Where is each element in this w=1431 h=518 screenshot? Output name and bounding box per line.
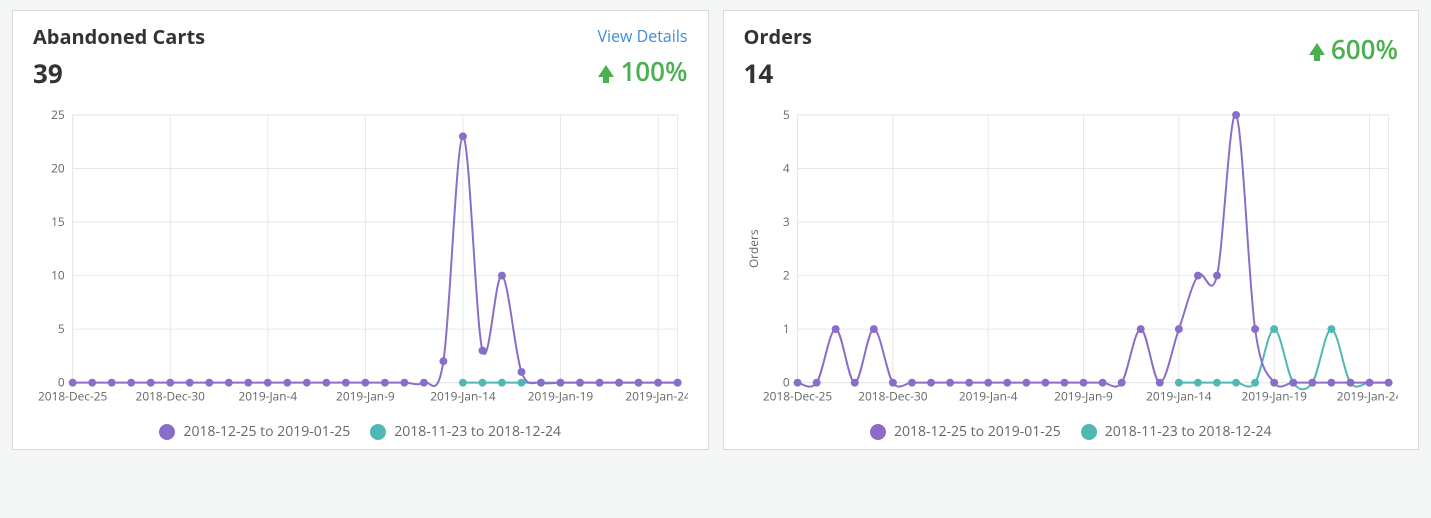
arrow-up-icon <box>598 65 614 77</box>
svg-text:5: 5 <box>58 321 65 337</box>
legend-dot-icon <box>159 424 175 440</box>
change-indicator: 100% <box>548 53 688 89</box>
arrow-up-icon <box>1309 43 1325 55</box>
svg-text:2018-Dec-25: 2018-Dec-25 <box>38 389 108 405</box>
svg-text:2019-Jan-14: 2019-Jan-14 <box>430 389 496 405</box>
svg-text:Orders: Orders <box>745 229 761 268</box>
svg-text:20: 20 <box>51 160 65 176</box>
legend-item: 2018-11-23 to 2018-12-24 <box>1081 422 1272 441</box>
legend: 2018-12-25 to 2019-01-25 2018-11-23 to 20… <box>744 422 1399 441</box>
change-indicator: 600% <box>1258 31 1398 67</box>
svg-text:10: 10 <box>51 268 65 284</box>
card-titleblock: Abandoned Carts 39 <box>33 25 548 91</box>
card-header: Abandoned Carts 39 View Details 100% <box>33 25 688 91</box>
chart: 0123452018-Dec-252018-Dec-302019-Jan-420… <box>744 105 1399 412</box>
card-orders: Orders14600%0123452018-Dec-252018-Dec-30… <box>723 10 1420 450</box>
legend-label: 2018-11-23 to 2018-12-24 <box>394 422 561 441</box>
legend-label: 2018-12-25 to 2019-01-25 <box>183 422 350 441</box>
legend-dot-icon <box>1081 424 1097 440</box>
legend-dot-icon <box>370 424 386 440</box>
svg-text:25: 25 <box>51 107 65 123</box>
svg-text:2019-Jan-9: 2019-Jan-9 <box>1054 389 1113 405</box>
svg-text:2019-Jan-19: 2019-Jan-19 <box>528 389 594 405</box>
card-titleblock: Orders 14 <box>744 25 1259 91</box>
legend-item: 2018-11-23 to 2018-12-24 <box>370 422 561 441</box>
legend-item: 2018-12-25 to 2019-01-25 <box>870 422 1061 441</box>
svg-text:4: 4 <box>782 160 789 176</box>
svg-text:1: 1 <box>782 321 789 337</box>
svg-text:2019-Jan-14: 2019-Jan-14 <box>1146 389 1212 405</box>
card-title: Orders <box>744 25 1259 49</box>
card-header: Orders 14 600% <box>744 25 1399 91</box>
svg-text:2019-Jan-24: 2019-Jan-24 <box>1336 389 1398 405</box>
svg-text:15: 15 <box>51 214 65 230</box>
svg-text:3: 3 <box>782 214 789 230</box>
view-details-link[interactable]: View Details <box>597 25 687 47</box>
svg-text:2019-Jan-4: 2019-Jan-4 <box>238 389 297 405</box>
dashboard-row: Abandoned Carts39View Details100%0510152… <box>0 0 1431 460</box>
svg-text:5: 5 <box>782 107 789 123</box>
card-actions: View Details 100% <box>548 25 688 89</box>
svg-text:2019-Jan-19: 2019-Jan-19 <box>1241 389 1307 405</box>
svg-text:2018-Dec-30: 2018-Dec-30 <box>858 389 928 405</box>
change-percent: 600% <box>1331 31 1398 67</box>
card-actions: 600% <box>1258 25 1398 67</box>
card-value: 14 <box>744 55 1259 91</box>
chart: 05101520252018-Dec-252018-Dec-302019-Jan… <box>33 105 688 412</box>
svg-text:2019-Jan-4: 2019-Jan-4 <box>958 389 1017 405</box>
legend-dot-icon <box>870 424 886 440</box>
legend: 2018-12-25 to 2019-01-25 2018-11-23 to 20… <box>33 422 688 441</box>
legend-label: 2018-12-25 to 2019-01-25 <box>894 422 1061 441</box>
card-value: 39 <box>33 55 548 91</box>
card-abandoned-carts: Abandoned Carts39View Details100%0510152… <box>12 10 709 450</box>
card-title: Abandoned Carts <box>33 25 548 49</box>
change-percent: 100% <box>620 53 687 89</box>
svg-text:2019-Jan-24: 2019-Jan-24 <box>625 389 687 405</box>
svg-text:2018-Dec-30: 2018-Dec-30 <box>136 389 206 405</box>
svg-text:2018-Dec-25: 2018-Dec-25 <box>762 389 832 405</box>
svg-text:2019-Jan-9: 2019-Jan-9 <box>336 389 395 405</box>
legend-label: 2018-11-23 to 2018-12-24 <box>1105 422 1272 441</box>
legend-item: 2018-12-25 to 2019-01-25 <box>159 422 350 441</box>
svg-text:2: 2 <box>782 268 789 284</box>
